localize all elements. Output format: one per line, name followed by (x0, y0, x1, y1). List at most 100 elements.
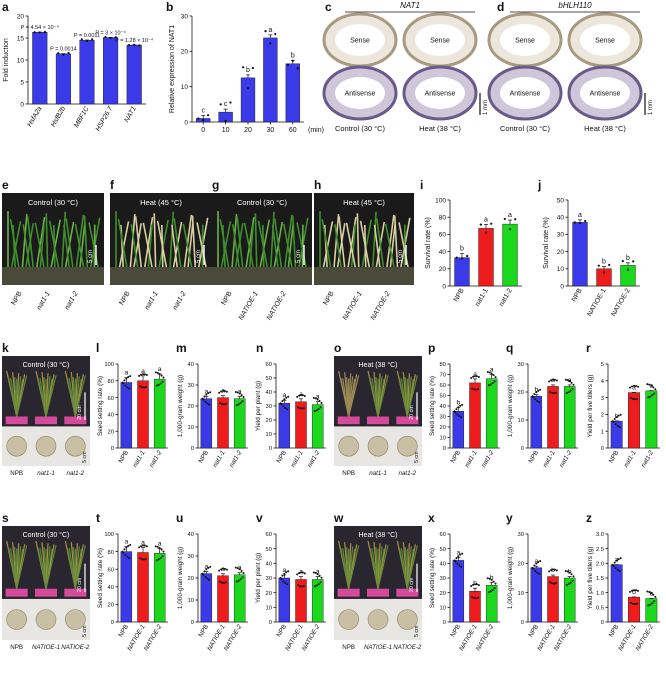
data-point (235, 404, 238, 407)
data-point (80, 38, 83, 41)
bar (628, 392, 640, 449)
data-point (550, 379, 553, 382)
data-point (91, 38, 94, 41)
pot (367, 588, 389, 597)
y-tick-label: 0 (601, 446, 604, 452)
significance-letter: a (221, 388, 225, 395)
panel-label-u: u (176, 511, 183, 525)
photo-g: Control (30 °C) 5 cm (212, 193, 312, 285)
y-tick-label: 20 (266, 591, 272, 597)
y-tick-label: 80 (108, 379, 114, 385)
data-point (552, 392, 555, 395)
plant-leaf (63, 224, 70, 268)
category-label: NAT1 (123, 105, 138, 123)
plant-leaf (248, 224, 255, 268)
data-point (460, 416, 463, 419)
plant-leaf (10, 221, 22, 268)
grain-pile (65, 609, 86, 630)
gene-name: NAT1 (400, 1, 420, 10)
data-point (460, 565, 463, 568)
bar (233, 398, 246, 449)
data-point (471, 596, 474, 599)
panel-label-t: t (96, 511, 100, 525)
y-axis-label: 1,000-grain weight (g) (507, 547, 514, 609)
data-point (474, 388, 477, 391)
data-point (488, 577, 491, 580)
bar (530, 567, 543, 623)
data-point (533, 564, 536, 567)
y-axis-label: Seed setting rate (%) (97, 376, 104, 436)
y-tick-label: 1.0 (596, 591, 604, 597)
y-tick-label: 0 (111, 620, 114, 626)
panel-label-a: a (2, 0, 9, 14)
significance-letter: a (268, 27, 272, 34)
significance-letter: a (204, 389, 208, 396)
significance-letter: b (602, 258, 606, 265)
data-point (652, 386, 655, 389)
genotype-label: NPB (220, 290, 233, 306)
data-point (653, 600, 656, 603)
probe-label: Antisense (510, 91, 541, 98)
category-label: nat1-2 (558, 449, 573, 469)
bar (645, 390, 658, 449)
genotype-label: NATIOE-2 (61, 644, 90, 651)
data-point (650, 384, 653, 387)
plant-leaf (334, 224, 342, 268)
data-point (456, 413, 459, 416)
plant-leaf (270, 211, 275, 268)
y-axis-label: Yield per plant (g) (255, 553, 262, 603)
bar (485, 585, 498, 623)
y-tick-label: 0 (442, 283, 446, 290)
plant-leaf (26, 216, 34, 268)
y-tick-label: 50 (266, 547, 272, 553)
category-label: nat1-1 (132, 449, 147, 469)
data-point (548, 380, 551, 383)
data-point (456, 562, 459, 565)
data-point (633, 589, 635, 592)
data-point (142, 544, 144, 547)
data-point (615, 559, 618, 562)
data-point (282, 580, 285, 583)
significance-letter: b (632, 589, 636, 596)
data-point (242, 66, 245, 69)
plant-leaf (282, 223, 293, 268)
data-point (221, 581, 224, 584)
data-point (202, 119, 205, 122)
x-axis-label: (min) (308, 127, 324, 134)
y-tick-label: 0 (269, 620, 272, 626)
data-point (320, 576, 323, 579)
scale-label: 20 cm (409, 577, 415, 592)
y-tick-label: 10 (266, 432, 272, 438)
data-point (143, 544, 146, 547)
bar (200, 573, 213, 623)
data-point (651, 602, 654, 605)
data-point (614, 567, 617, 570)
y-tick-label: 70 (440, 373, 446, 379)
data-point (651, 394, 654, 397)
plant-leaf (389, 223, 396, 268)
data-point (128, 556, 131, 559)
p-value: P = 0.0014 (50, 47, 77, 53)
significance-letter: b (534, 387, 538, 394)
plant-leaf (45, 213, 49, 268)
section-center (335, 24, 385, 56)
data-point (566, 379, 569, 382)
category-label: HSP26.7 (95, 105, 115, 132)
panel-label-y: y (506, 511, 513, 525)
data-point (491, 382, 494, 385)
data-point (302, 585, 305, 588)
data-point (301, 394, 304, 397)
chart-q: 0 10 20 30 1,000-grain weight (g) b NPB a nat1-1… (507, 362, 578, 469)
data-point (285, 396, 288, 399)
y-tick-label: 40 (108, 585, 114, 591)
data-point (615, 416, 618, 419)
data-point (238, 568, 241, 571)
data-point (553, 378, 556, 381)
y-tick-label: 0 (560, 283, 564, 290)
data-point (220, 390, 223, 393)
significance-letter: b (490, 574, 494, 581)
data-point (127, 376, 130, 379)
data-point (490, 222, 493, 225)
y-tick-label: 30 (181, 13, 189, 20)
